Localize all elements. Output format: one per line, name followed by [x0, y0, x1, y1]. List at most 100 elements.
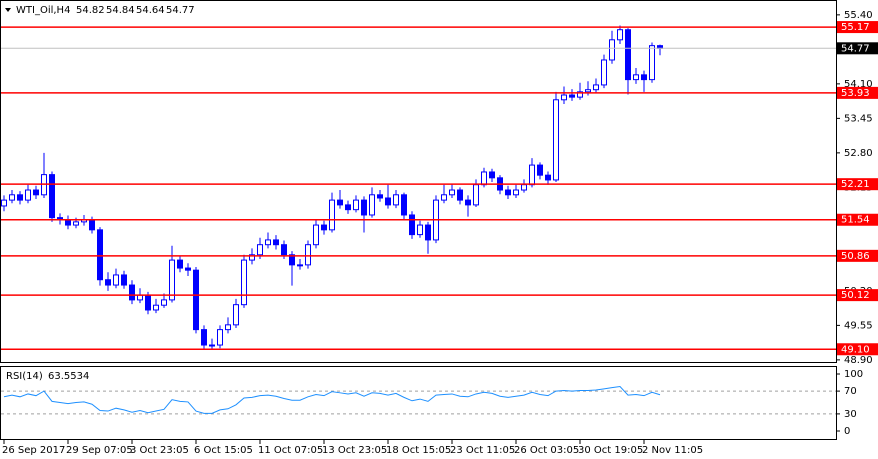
candle-body — [25, 189, 31, 201]
x-tick-label: 18 Oct 15:05 — [386, 445, 451, 456]
x-tick-label: 26 Oct 03:05 — [514, 445, 579, 456]
level-label: 55.17 — [841, 22, 870, 33]
candle-body — [569, 94, 575, 98]
level-label: 50.86 — [841, 251, 870, 262]
candle-body — [161, 299, 167, 306]
candle-body — [585, 89, 591, 93]
y-tick-label: 0 — [844, 426, 850, 437]
candle-body — [273, 239, 279, 246]
candle-body — [249, 254, 255, 261]
candle-body — [513, 189, 519, 196]
header-open: 54.82 — [76, 5, 105, 16]
main-panel — [0, 0, 837, 363]
candle-body — [457, 189, 463, 201]
candle-body — [73, 221, 79, 226]
header-low: 54.64 — [136, 5, 165, 16]
candle-body — [617, 29, 623, 41]
candle-body — [377, 194, 383, 199]
candle-body — [281, 244, 287, 256]
candle-body — [193, 269, 199, 331]
candle-body — [425, 224, 431, 241]
candle-body — [225, 324, 231, 331]
candle-body — [537, 164, 543, 176]
menu-icon — [5, 8, 11, 12]
y-tick-label: 48.90 — [844, 355, 873, 366]
rsi-title: RSI(14) — [6, 371, 43, 382]
candle-body — [489, 171, 495, 179]
y-tick-label: 54.10 — [844, 79, 873, 90]
candle-body — [313, 224, 319, 246]
candle-body — [177, 259, 183, 269]
candle-body — [441, 194, 447, 201]
header-high: 54.84 — [106, 5, 135, 16]
level-box — [837, 213, 878, 226]
level-label: 51.54 — [841, 215, 870, 226]
candle-body — [361, 199, 367, 216]
header-close: 54.77 — [166, 5, 195, 16]
y-tick-label: 52.80 — [844, 148, 873, 159]
candle-body — [185, 267, 191, 271]
candle-body — [297, 264, 303, 267]
candle-body — [417, 224, 423, 236]
x-tick-label: 29 Sep 07:05 — [66, 445, 133, 456]
candle-body — [337, 199, 343, 206]
level-label: 50.12 — [841, 290, 870, 301]
rsi-value: 63.5534 — [48, 371, 89, 382]
y-tick-label: 70 — [844, 386, 857, 397]
candle-body — [217, 329, 223, 346]
candle-body — [241, 259, 247, 306]
candle-body — [233, 304, 239, 326]
x-tick-label: 26 Sep 2017 — [2, 445, 65, 456]
current-price-box — [837, 42, 878, 55]
rsi-line — [3, 386, 661, 414]
candle-body — [209, 344, 215, 347]
candle-body — [65, 219, 71, 226]
candle-body — [9, 194, 15, 201]
candle-body — [17, 194, 23, 201]
x-tick-label: 13 Oct 23:05 — [322, 445, 387, 456]
candle-body — [521, 184, 527, 191]
candle-body — [385, 197, 391, 206]
candle-body — [329, 199, 335, 231]
candle-body — [201, 329, 207, 346]
candle-body — [481, 171, 487, 186]
candle-body — [121, 274, 127, 286]
candle-body — [545, 174, 551, 181]
candle-body — [593, 84, 599, 91]
level-box — [837, 343, 878, 356]
candle-body — [353, 199, 359, 211]
candle-body — [257, 244, 263, 256]
level-label: 53.93 — [841, 88, 870, 99]
level-label: 49.10 — [841, 344, 870, 355]
candle-body — [97, 229, 103, 281]
candle-body — [633, 74, 639, 81]
current-price-label: 54.77 — [841, 43, 870, 54]
candle-body — [449, 189, 455, 196]
rsi-panel — [0, 366, 837, 440]
candle-body — [1, 199, 7, 207]
candle-body — [409, 214, 415, 236]
candle-body — [625, 29, 631, 81]
y-tick-label: 30 — [844, 409, 857, 420]
y-tick-label: 55.40 — [844, 10, 873, 21]
candle-body — [393, 194, 399, 206]
y-tick-label: 49.55 — [844, 320, 873, 331]
candle-body — [145, 294, 151, 311]
candle-body — [641, 74, 647, 81]
level-box — [837, 289, 878, 302]
candle-body — [49, 174, 55, 219]
candle-body — [401, 194, 407, 216]
candle-body — [105, 279, 111, 286]
candle-body — [169, 259, 175, 301]
header: WTI_Oil,H4 54.82 54.84 54.64 54.77 — [16, 5, 195, 16]
y-tick-label: 53.45 — [844, 113, 873, 124]
level-box — [837, 178, 878, 191]
x-tick-label: 6 Oct 15:05 — [194, 445, 253, 456]
x-tick-label: 30 Oct 19:05 — [578, 445, 643, 456]
candle-body — [265, 239, 271, 246]
candle-body — [649, 45, 655, 81]
candle-body — [321, 224, 327, 231]
candle-body — [305, 244, 311, 266]
candle-body — [601, 59, 607, 86]
